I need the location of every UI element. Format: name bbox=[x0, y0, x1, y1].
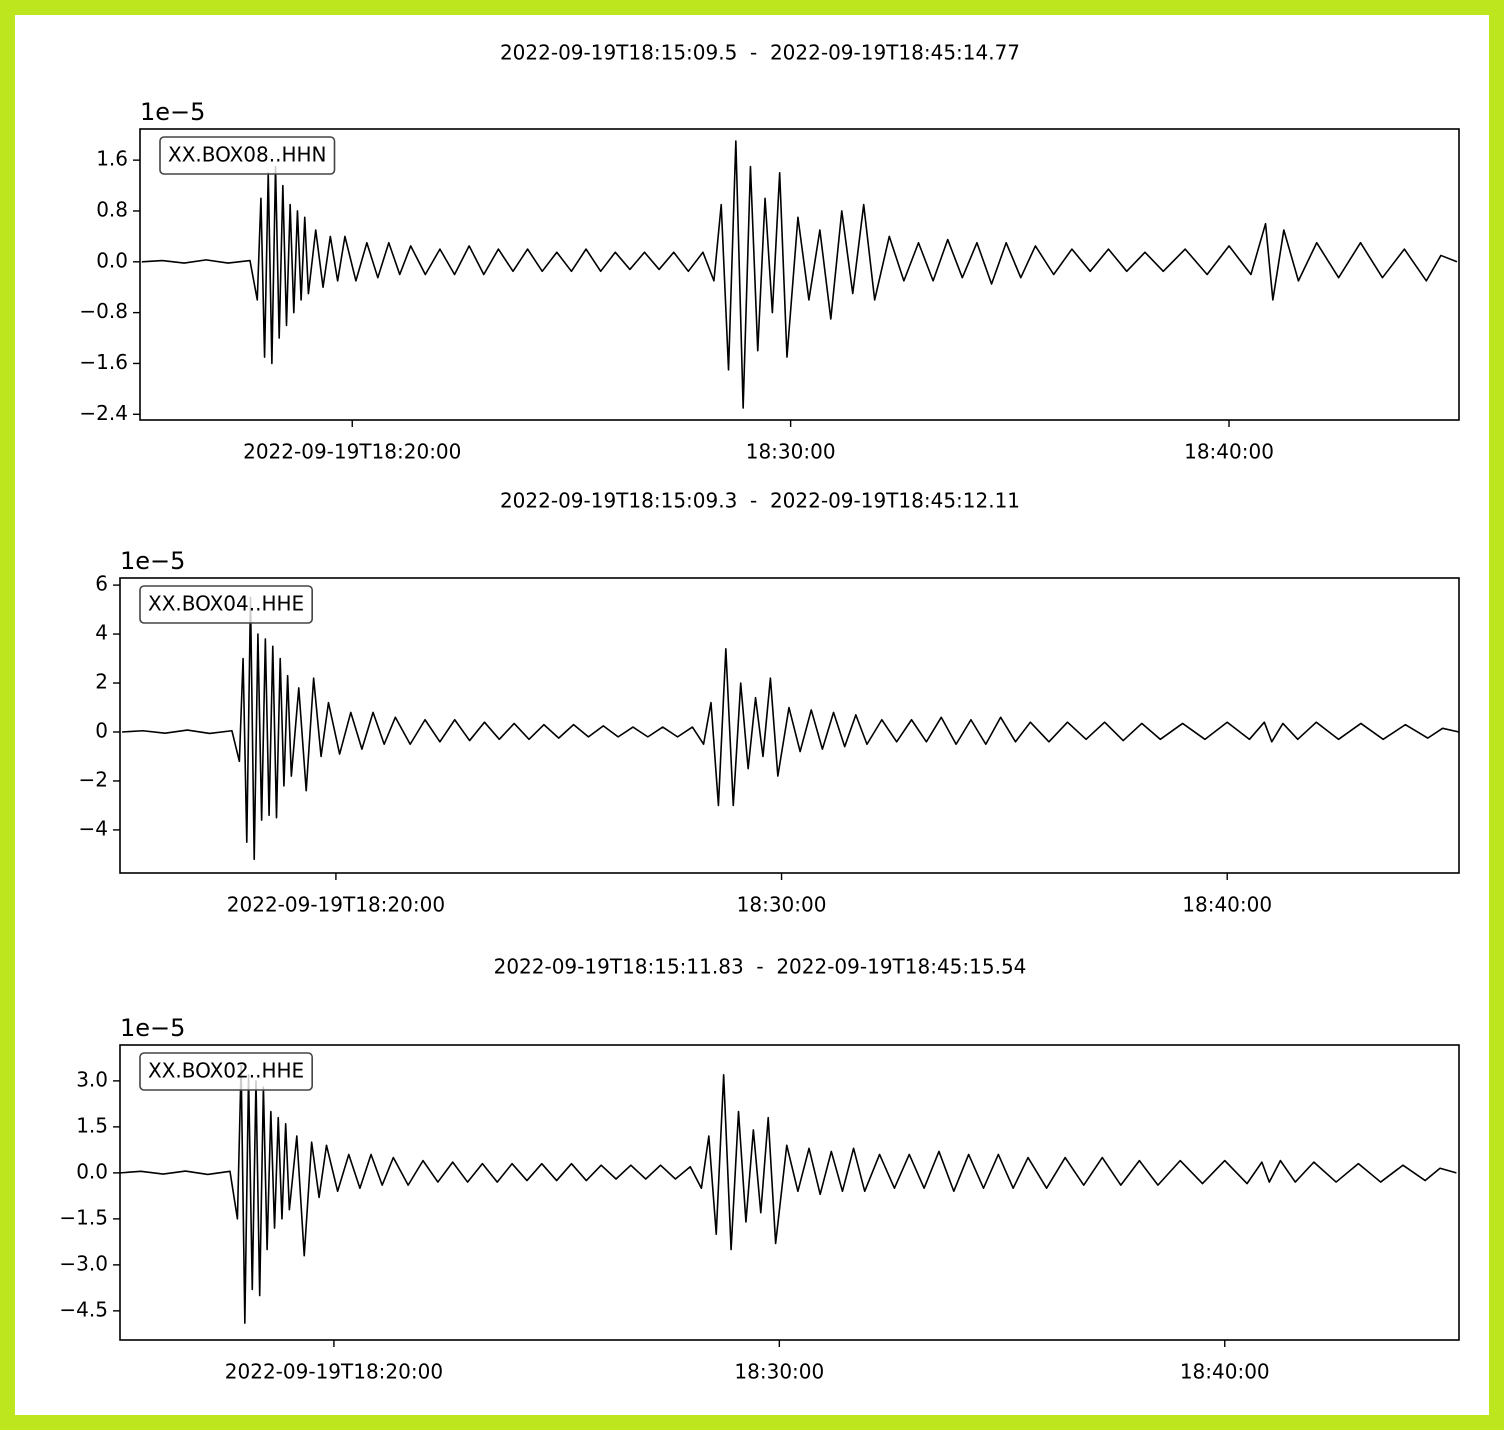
y-tick-label: −0.8 bbox=[79, 299, 128, 323]
y-tick-label: 2 bbox=[95, 670, 108, 694]
trace bbox=[121, 596, 1460, 861]
y-offset-label: 1e−5 bbox=[140, 98, 205, 126]
y-tick-label: 1.5 bbox=[76, 1113, 108, 1137]
plot-frame bbox=[119, 1044, 1460, 1341]
x-tick-label: 2022-09-19T18:20:00 bbox=[225, 1360, 443, 1384]
legend-box bbox=[139, 1052, 313, 1091]
y-tick-label: 0 bbox=[95, 718, 108, 742]
legend-label: XX.BOX04..HHE bbox=[148, 592, 304, 616]
trace bbox=[120, 1064, 1457, 1324]
y-tick-label: −1.5 bbox=[59, 1205, 108, 1229]
x-tick-label: 18:30:00 bbox=[734, 1360, 824, 1384]
y-tick-label: 0.0 bbox=[76, 1159, 108, 1183]
legend-box bbox=[139, 585, 313, 624]
x-tick-label: 2022-09-19T18:20:00 bbox=[227, 893, 445, 917]
y-tick-label: −1.6 bbox=[79, 350, 128, 374]
y-tick-label: 4 bbox=[95, 621, 108, 645]
y-tick-label: −3.0 bbox=[59, 1251, 108, 1275]
plot-frame bbox=[119, 577, 1460, 874]
legend-label: XX.BOX08..HHN bbox=[168, 143, 327, 167]
y-tick-label: 1.6 bbox=[96, 147, 128, 171]
y-tick-label: 6 bbox=[95, 572, 108, 596]
x-tick-label: 18:30:00 bbox=[746, 440, 836, 464]
x-tick-label: 18:30:00 bbox=[737, 893, 827, 917]
y-tick-label: −2.4 bbox=[79, 401, 128, 425]
plot-frame bbox=[139, 128, 1460, 421]
y-offset-label: 1e−5 bbox=[120, 547, 185, 575]
x-tick-label: 2022-09-19T18:20:00 bbox=[243, 440, 461, 464]
x-tick-label: 18:40:00 bbox=[1180, 1360, 1270, 1384]
y-offset-label: 1e−5 bbox=[120, 1014, 185, 1042]
x-tick-label: 18:40:00 bbox=[1184, 440, 1274, 464]
y-tick-label: 0.8 bbox=[96, 197, 128, 221]
trace bbox=[141, 140, 1458, 409]
panel-title: 2022-09-19T18:15:09.5 - 2022-09-19T18:45… bbox=[500, 41, 1020, 65]
legend-box bbox=[159, 136, 336, 175]
panel-title: 2022-09-19T18:15:11.83 - 2022-09-19T18:4… bbox=[494, 955, 1027, 979]
y-tick-label: −4.5 bbox=[59, 1297, 108, 1321]
y-tick-label: −2 bbox=[79, 767, 108, 791]
y-tick-label: 0.0 bbox=[96, 248, 128, 272]
y-tick-label: −4 bbox=[79, 816, 108, 840]
x-tick-label: 18:40:00 bbox=[1182, 893, 1272, 917]
panel-title: 2022-09-19T18:15:09.3 - 2022-09-19T18:45… bbox=[500, 489, 1020, 513]
legend-label: XX.BOX02..HHE bbox=[148, 1059, 304, 1083]
y-tick-label: 3.0 bbox=[76, 1067, 108, 1091]
